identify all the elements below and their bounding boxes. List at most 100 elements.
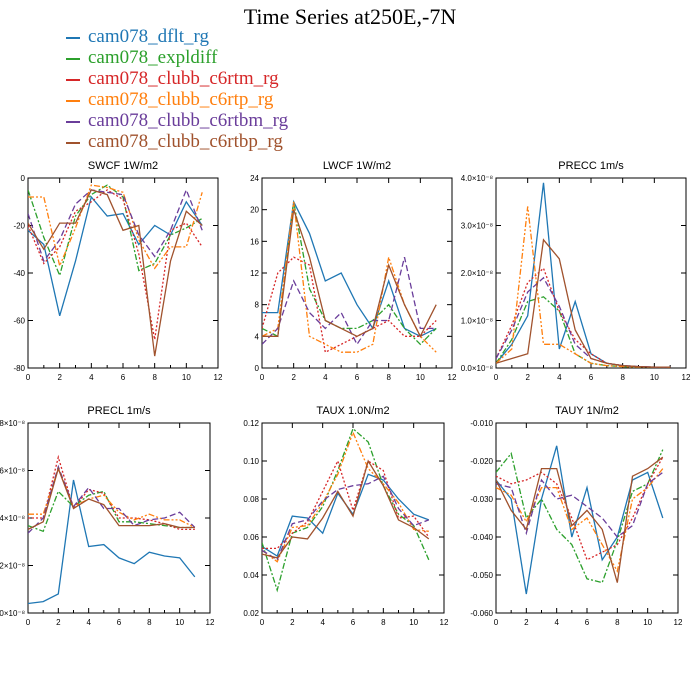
legend-item: cam078_clubb_c6rtm_rg — [66, 68, 288, 89]
x-tick-label: 10 — [416, 373, 425, 382]
x-tick-label: 2 — [525, 373, 530, 382]
series-line — [262, 459, 430, 559]
y-tick-label: 4 — [255, 332, 260, 341]
legend-item: cam078_clubb_c6rtp_rg — [66, 89, 288, 110]
x-tick-label: 12 — [440, 618, 449, 627]
x-tick-label: 4 — [86, 618, 91, 627]
y-tick-label: -0.060 — [470, 609, 493, 618]
series-line — [496, 267, 671, 368]
chart-panel: PRECL 1m/s 0 2 4 6 8 10 12 0×10⁻⁸ 2×10⁻⁸ 4×10⁻⁸ 6×1… — [0, 405, 215, 627]
y-tick-label: -0.050 — [470, 571, 493, 580]
series-line — [28, 454, 195, 531]
chart-panel: PRECC 1m/s 0 2 4 6 8 10 12 0.0×10⁻⁸ 1.0×10⁻⁸ 2.0×1… — [461, 160, 691, 382]
y-tick-label: -0.040 — [470, 533, 493, 542]
series-line — [496, 456, 664, 583]
legend-label: cam078_clubb_c6rtm_rg — [88, 68, 279, 89]
x-tick-label: 2 — [291, 373, 296, 382]
chart-panel: TAUY 1N/m2 0 2 4 6 8 10 12 -0.060 -0.050 -0.040 -0.… — [470, 405, 683, 627]
y-tick-label: 12 — [250, 269, 259, 278]
x-tick-label: 2 — [56, 618, 61, 627]
series-line — [496, 456, 664, 561]
x-tick-label: 10 — [650, 373, 659, 382]
series-line — [262, 256, 437, 354]
y-tick-label: -40 — [13, 269, 25, 278]
y-tick-label: 0.10 — [243, 457, 259, 466]
chart-panel: SWCF 1W/m2 0 2 4 6 8 10 12 -80 -60 -40 -20 0 — [13, 160, 223, 382]
series-line — [28, 466, 195, 530]
series-line — [262, 430, 429, 563]
x-tick-label: 2 — [290, 618, 295, 627]
y-tick-label: 1.0×10⁻⁸ — [461, 317, 493, 326]
x-tick-label: 6 — [351, 618, 356, 627]
series-line — [496, 468, 664, 574]
legend-item: cam078_clubb_c6rtbp_rg — [66, 131, 288, 152]
x-tick-label: 6 — [121, 373, 126, 382]
chart-title: TAUY 1N/m2 — [555, 405, 619, 417]
legend-label: cam078_expldiff — [88, 47, 218, 68]
x-tick-label: 6 — [117, 618, 122, 627]
y-tick-label: 16 — [250, 237, 259, 246]
y-tick-label: 24 — [250, 174, 259, 183]
legend-label: cam078_clubb_c6rtbp_rg — [88, 131, 283, 152]
chart-panel: TAUX 1.0N/m2 0 2 4 6 8 10 12 0.02 0.04 0.06 0.08 0.1… — [243, 405, 449, 627]
legend-swatch — [66, 57, 80, 60]
x-tick-label: 4 — [320, 618, 325, 627]
series-line — [496, 182, 671, 368]
legend: cam078_dflt_rg cam078_expldiff cam078_cl… — [66, 26, 288, 152]
y-tick-label: -0.020 — [470, 457, 493, 466]
x-tick-label: 6 — [585, 618, 590, 627]
x-tick-label: 8 — [620, 373, 625, 382]
x-tick-label: 0 — [260, 618, 265, 627]
legend-swatch — [66, 120, 80, 123]
series-line — [262, 459, 430, 550]
chart-title: SWCF 1W/m2 — [88, 160, 158, 172]
legend-label: cam078_dflt_rg — [88, 26, 210, 47]
x-tick-label: 4 — [89, 373, 94, 382]
y-tick-label: 3.0×10⁻⁸ — [461, 222, 493, 231]
y-tick-label: 4.0×10⁻⁸ — [461, 174, 493, 183]
x-tick-label: 4 — [323, 373, 328, 382]
legend-swatch — [66, 99, 80, 102]
y-tick-label: 8 — [255, 301, 260, 310]
y-tick-label: 8×10⁻⁸ — [0, 419, 25, 428]
series-line — [28, 184, 203, 270]
y-tick-label: 2.0×10⁻⁸ — [461, 269, 493, 278]
x-tick-label: 0 — [26, 373, 31, 382]
y-tick-label: -60 — [13, 317, 25, 326]
y-tick-label: 0×10⁻⁸ — [0, 609, 25, 618]
figure-title: Time Series at250E,-7N — [243, 4, 457, 29]
series-line — [28, 184, 203, 278]
x-tick-label: 8 — [381, 618, 386, 627]
series-line — [496, 206, 671, 368]
x-tick-label: 2 — [524, 618, 529, 627]
x-tick-label: 8 — [386, 373, 391, 382]
x-tick-label: 12 — [448, 373, 457, 382]
chart-title: TAUX 1.0N/m2 — [316, 405, 389, 417]
plot-frame — [495, 177, 687, 369]
series-line — [262, 209, 437, 338]
legend-item: cam078_expldiff — [66, 47, 288, 68]
x-tick-label: 12 — [214, 373, 223, 382]
chart-title: PRECL 1m/s — [87, 405, 151, 417]
x-tick-label: 0 — [26, 618, 31, 627]
y-tick-label: 0.04 — [243, 571, 259, 580]
y-tick-label: 4×10⁻⁸ — [0, 514, 25, 523]
x-tick-label: 6 — [589, 373, 594, 382]
legend-item: cam078_dflt_rg — [66, 26, 288, 47]
x-tick-label: 12 — [682, 373, 691, 382]
y-tick-label: -80 — [13, 364, 25, 373]
series-line — [496, 276, 671, 368]
y-tick-label: 0.06 — [243, 533, 259, 542]
y-tick-label: 0.08 — [243, 495, 259, 504]
y-tick-label: 0 — [21, 174, 26, 183]
series-line — [262, 201, 437, 353]
x-tick-label: 12 — [674, 618, 683, 627]
y-tick-label: 6×10⁻⁸ — [0, 467, 25, 476]
series-line — [28, 188, 203, 263]
y-tick-label: -0.010 — [470, 419, 493, 428]
series-line — [28, 195, 203, 316]
series-line — [496, 238, 671, 368]
plot-frame — [261, 422, 445, 614]
